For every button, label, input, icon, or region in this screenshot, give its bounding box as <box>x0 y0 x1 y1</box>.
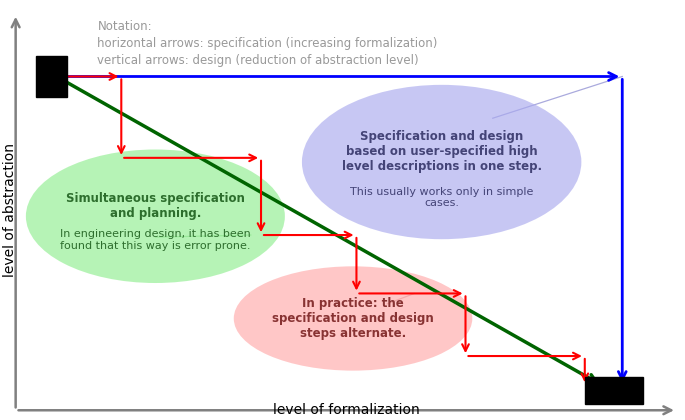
Text: Notation:
horizontal arrows: specification (increasing formalization)
vertical a: Notation: horizontal arrows: specificati… <box>97 20 438 67</box>
Text: This usually works only in simple
cases.: This usually works only in simple cases. <box>350 186 534 208</box>
Text: level of formalization: level of formalization <box>273 402 420 417</box>
Text: In practice: the
specification and design
steps alternate.: In practice: the specification and desig… <box>272 297 434 340</box>
Text: Specification and design
based on user-specified high
level descriptions in one : Specification and design based on user-s… <box>342 130 542 173</box>
Ellipse shape <box>234 266 473 370</box>
Text: In engineering design, it has been
found that this way is error prone.: In engineering design, it has been found… <box>60 229 251 251</box>
Text: Simultaneous specification
and planning.: Simultaneous specification and planning. <box>66 192 245 220</box>
Text: level of abstraction: level of abstraction <box>3 143 17 277</box>
Ellipse shape <box>302 85 582 239</box>
Bar <box>36 55 66 97</box>
Ellipse shape <box>26 150 285 283</box>
Bar <box>585 377 643 404</box>
